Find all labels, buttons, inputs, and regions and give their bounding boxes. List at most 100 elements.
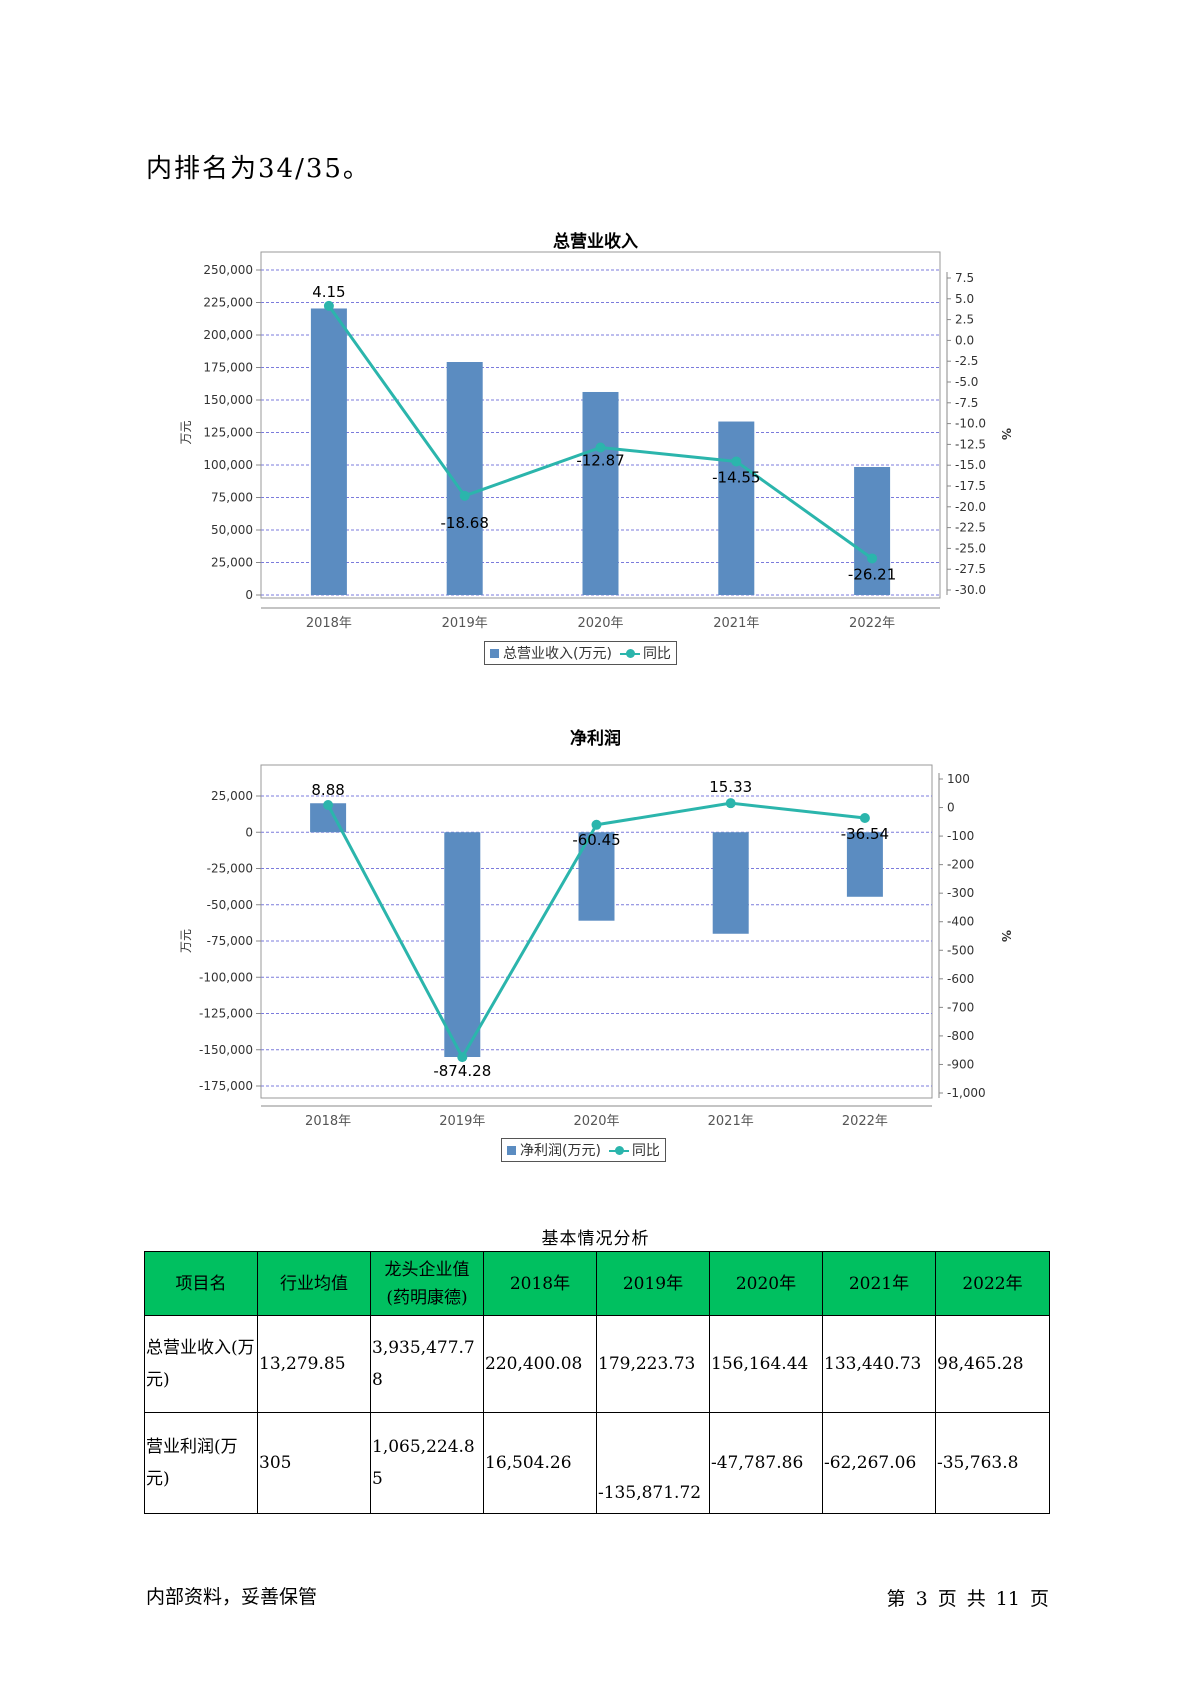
footer-page-number: 第 3 页 共 11 页 [886, 1588, 1049, 1610]
x-tick-label: 2018年 [305, 1114, 351, 1129]
yoy-point [591, 819, 602, 830]
y-axis-title: 万元 [179, 929, 193, 953]
y2-tick-label: 100 [947, 772, 970, 786]
y-tick-label: -100,000 [199, 970, 253, 984]
yoy-data-label: -18.68 [441, 514, 489, 532]
bar [854, 466, 891, 595]
x-tick-label: 2020年 [573, 1114, 619, 1129]
bar [712, 832, 749, 934]
yoy-data-label: -14.55 [712, 468, 760, 486]
x-tick-label: 2020年 [577, 616, 623, 630]
y-tick-label: -75,000 [207, 934, 253, 948]
cell-2019: -135,871.72 [596, 1412, 710, 1514]
legend-line-label: 同比 [631, 1143, 660, 1159]
header-2022: 2022年 [935, 1251, 1050, 1316]
y2-tick-label: -12.5 [955, 437, 986, 451]
legend-bar-label: 净利润(万元) [520, 1143, 601, 1159]
header-2019: 2019年 [596, 1251, 710, 1316]
y-tick-label: 25,000 [211, 556, 253, 570]
y-tick-label: -150,000 [199, 1043, 253, 1057]
yoy-data-label: -26.21 [848, 565, 896, 583]
y2-tick-label: 0 [947, 801, 955, 815]
y-axis-title: 万元 [179, 420, 193, 444]
yoy-data-label: -36.54 [841, 825, 889, 843]
cell-2020: -47,787.86 [709, 1412, 823, 1514]
y2-tick-label: -17.5 [955, 479, 986, 493]
cell-industry-avg: 13,279.85 [257, 1315, 371, 1413]
row-name: 总营业收入(万元) [144, 1315, 258, 1413]
legend-line-swatch [608, 1145, 629, 1155]
x-tick-label: 2022年 [849, 616, 895, 630]
y2-tick-label: -27.5 [955, 562, 986, 576]
table-row: 营业利润(万元) 305 1,065,224.85 16,504.26 -135… [144, 1412, 1050, 1514]
cell-2022: -35,763.8 [935, 1412, 1050, 1514]
x-tick-label: 2019年 [439, 1114, 485, 1129]
cell-2018: 16,504.26 [483, 1412, 597, 1514]
y2-axis-title: % [999, 428, 1013, 440]
y-tick-label: -50,000 [207, 898, 253, 912]
y-tick-label: 250,000 [203, 263, 253, 277]
x-tick-label: 2021年 [708, 1114, 754, 1129]
row-name: 营业利润(万元) [144, 1412, 258, 1514]
y2-tick-label: -100 [947, 829, 974, 843]
y-tick-label: 200,000 [203, 328, 253, 342]
profit-chart-title: 净利润 [570, 729, 621, 749]
x-tick-label: 2022年 [842, 1114, 888, 1129]
y-tick-label: -25,000 [207, 862, 253, 876]
legend-line-label: 同比 [642, 646, 671, 662]
y2-tick-label: -500 [947, 943, 974, 957]
header-item-name: 项目名 [144, 1251, 258, 1316]
header-2021: 2021年 [822, 1251, 936, 1316]
bar [718, 421, 755, 595]
y2-tick-label: -15.0 [955, 458, 986, 472]
cell-leader-value: 3,935,477.78 [370, 1315, 484, 1413]
y2-tick-label: -2.5 [955, 354, 978, 368]
yoy-point [731, 456, 742, 467]
bar [444, 832, 481, 1057]
x-tick-label: 2018年 [306, 616, 352, 630]
yoy-data-label: 8.88 [311, 781, 344, 799]
y2-tick-label: 2.5 [955, 313, 974, 327]
cell-industry-avg: 305 [257, 1412, 371, 1514]
yoy-data-label: -12.87 [576, 451, 624, 469]
bar [846, 832, 883, 897]
legend-bar-label: 总营业收入(万元) [503, 646, 612, 662]
y2-axis-title: % [999, 930, 1013, 942]
bar [582, 391, 619, 595]
y-tick-label: 0 [245, 825, 253, 839]
y2-tick-label: -22.5 [955, 521, 986, 535]
legend-bar-swatch [490, 648, 499, 658]
revenue-chart-title: 总营业收入 [553, 232, 638, 252]
intro-text: 内排名为34/35。 [146, 154, 371, 184]
y-tick-label: 50,000 [211, 523, 253, 537]
yoy-point [459, 490, 470, 501]
table-row: 总营业收入(万元) 13,279.85 3,935,477.78 220,400… [144, 1315, 1050, 1413]
header-2018: 2018年 [483, 1251, 597, 1316]
y2-tick-label: -700 [947, 1000, 974, 1014]
y2-tick-label: -30.0 [955, 583, 986, 597]
yoy-point [323, 800, 334, 811]
y2-tick-label: -400 [947, 915, 974, 929]
profit-chart: 25,000 0 -25,000 -50,000 -75,000 -100,000 -125… [179, 764, 1013, 1129]
header-2020: 2020年 [709, 1251, 823, 1316]
cell-2022: 98,465.28 [935, 1315, 1050, 1413]
y-tick-label: 100,000 [203, 458, 253, 472]
revenue-chart-legend: 总营业收入(万元) 同比 [484, 641, 677, 665]
x-tick-label: 2021年 [713, 616, 759, 630]
legend-bar-swatch [507, 1145, 516, 1155]
y-tick-label: -125,000 [199, 1007, 253, 1021]
y2-tick-label: -900 [947, 1057, 974, 1071]
cell-2019: 179,223.73 [596, 1315, 710, 1413]
y2-tick-label: 0.0 [955, 333, 974, 347]
yoy-data-label: 15.33 [709, 778, 752, 796]
header-leader-value: 龙头企业值(药明康德) [370, 1251, 484, 1316]
yoy-point [867, 553, 878, 564]
cell-2020: 156,164.44 [709, 1315, 823, 1413]
footer-confidential: 内部资料，妥善保管 [146, 1586, 318, 1608]
y2-tick-label: -7.5 [955, 396, 978, 410]
y2-tick-label: -20.0 [955, 500, 986, 514]
y-tick-label: 175,000 [203, 361, 253, 375]
yoy-point [457, 1052, 468, 1063]
yoy-data-label: -60.45 [572, 831, 620, 849]
y2-tick-label: -10.0 [955, 417, 986, 431]
